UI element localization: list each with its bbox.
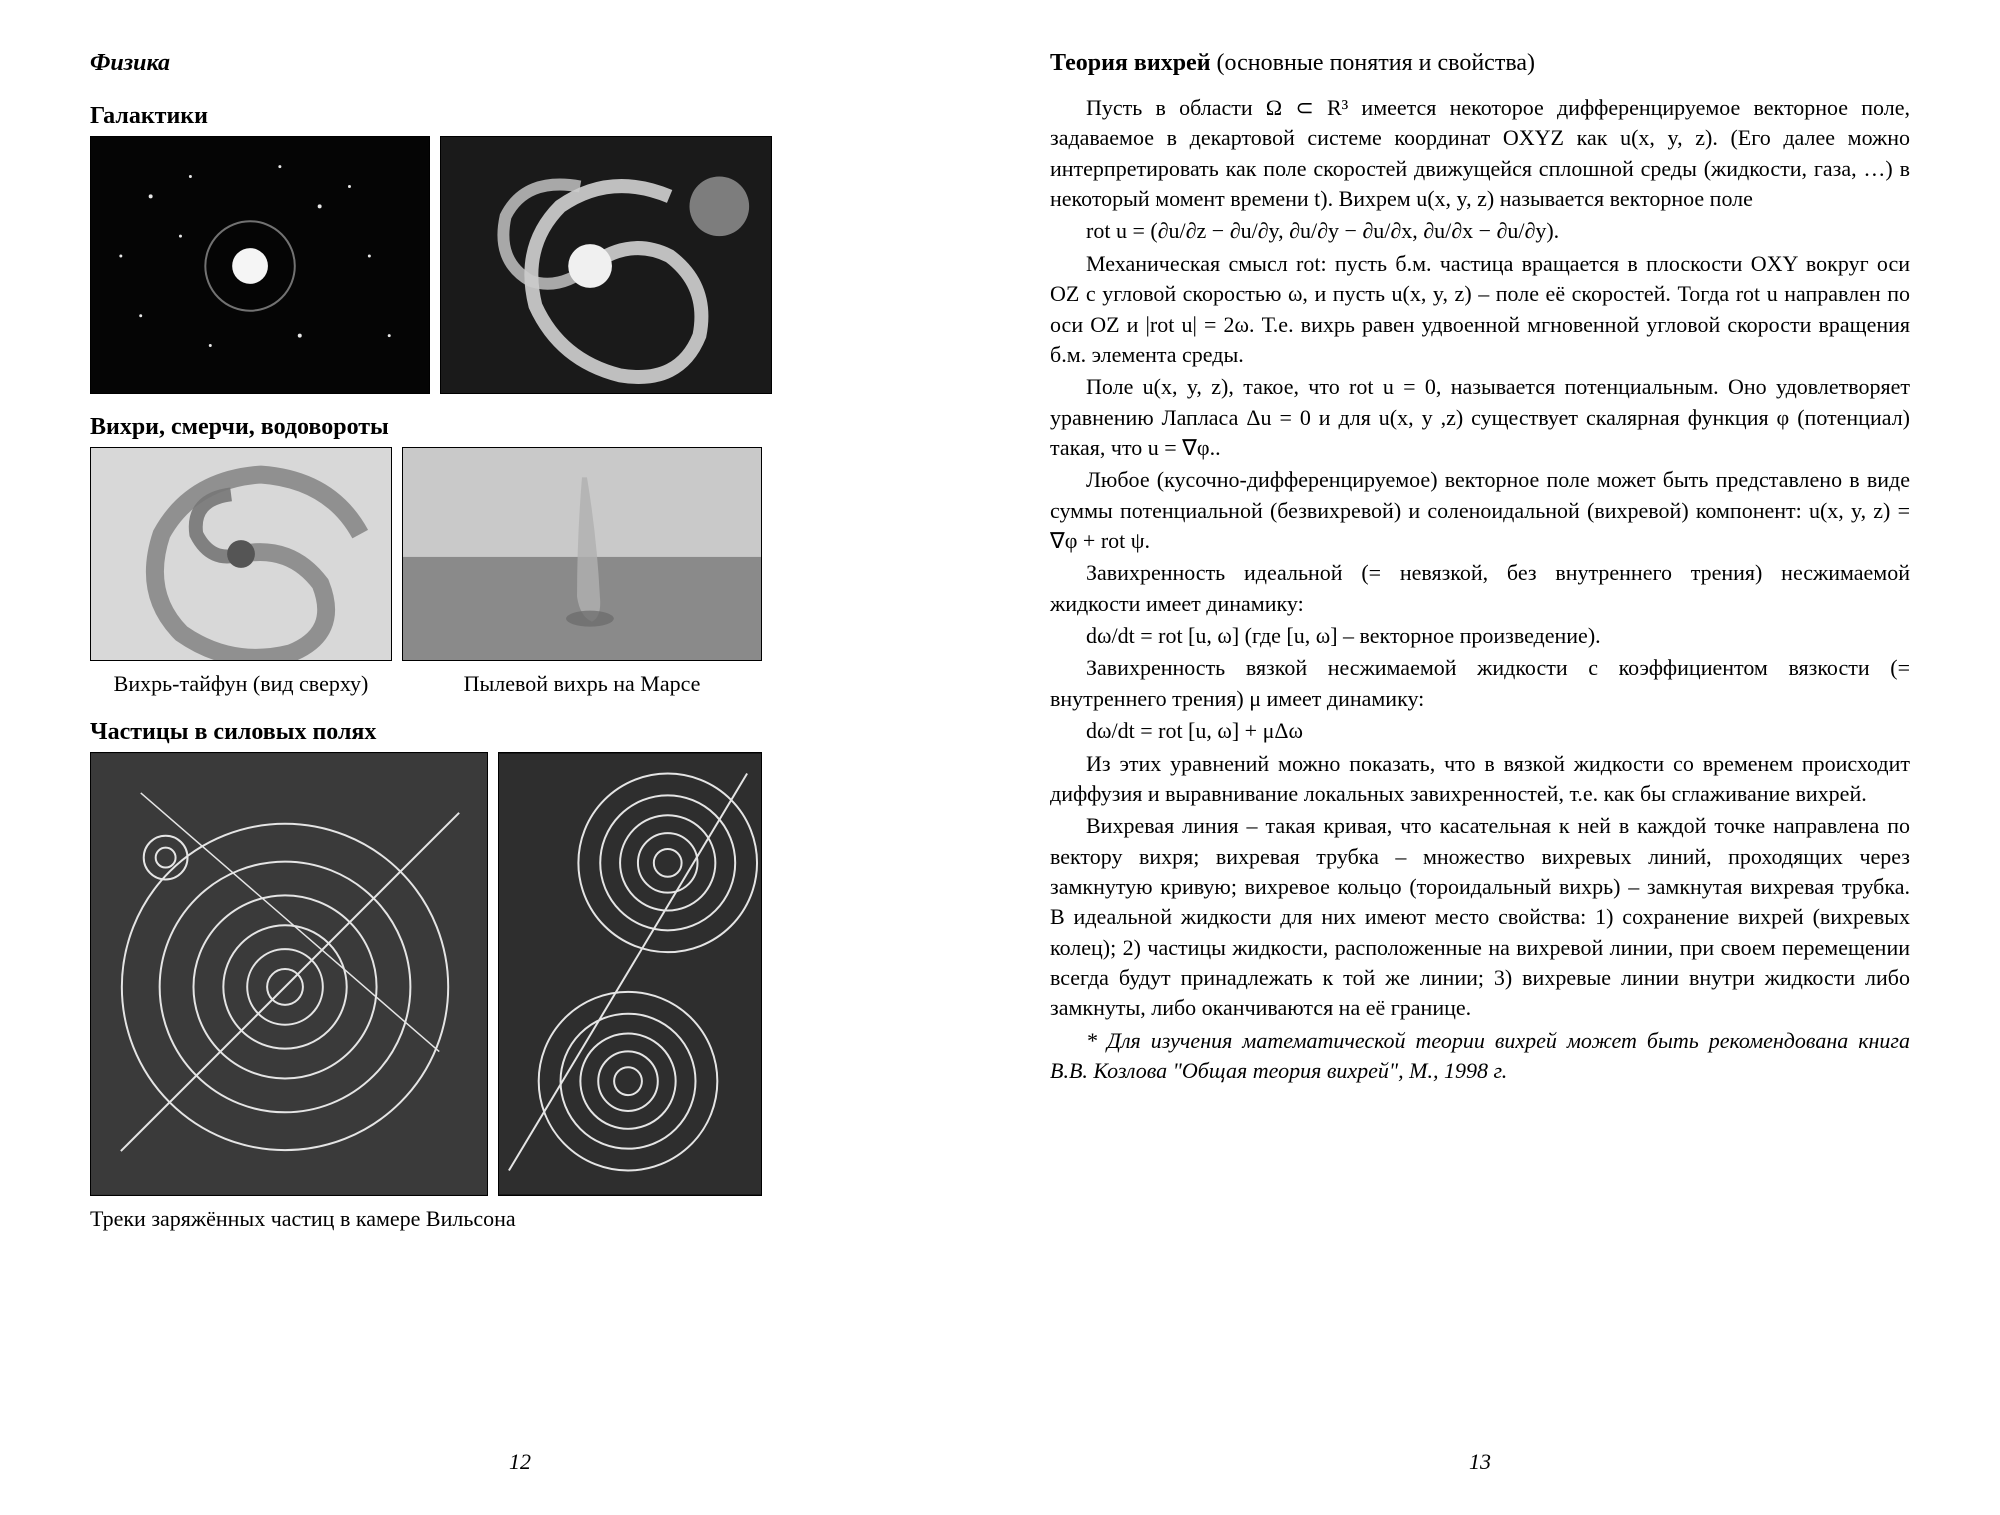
paragraph-1: Пусть в области Ω ⊂ R³ имеется некоторое… bbox=[1050, 93, 1910, 214]
vortex-image-1 bbox=[90, 447, 392, 661]
galaxy-image-2 bbox=[440, 136, 772, 394]
formula-2: dω/dt = rot [u, ω] (где [u, ω] – векторн… bbox=[1050, 621, 1910, 651]
vortex-caption-1: Вихрь-тайфун (вид сверху) bbox=[90, 671, 392, 697]
vortex-heading: Вихри, смерчи, водовороты bbox=[90, 414, 950, 441]
right-title-rest: (основные понятия и свойства) bbox=[1211, 50, 1535, 76]
vortex-row bbox=[90, 447, 950, 661]
paragraph-2: Механическая смысл rot: пусть б.м. части… bbox=[1050, 249, 1910, 370]
page-right: Теория вихрей (основные понятия и свойст… bbox=[1000, 50, 1940, 1475]
right-title: Теория вихрей (основные понятия и свойст… bbox=[1050, 50, 1910, 77]
tracks-image-1 bbox=[90, 752, 488, 1196]
formula-1: rot u = (∂u/∂z − ∂u/∂y, ∂u/∂y − ∂u/∂x, ∂… bbox=[1050, 216, 1910, 246]
paragraph-3: Поле u(x, y, z), такое, что rot u = 0, н… bbox=[1050, 372, 1910, 463]
paragraph-5: Завихренность идеальной (= невязкой, без… bbox=[1050, 558, 1910, 619]
galaxies-row bbox=[90, 136, 950, 394]
paragraph-6: Завихренность вязкой несжимаемой жидкост… bbox=[1050, 653, 1910, 714]
galaxies-heading: Галактики bbox=[90, 103, 950, 130]
paragraph-8: Вихревая линия – такая кривая, что касат… bbox=[1050, 811, 1910, 1024]
tracks-image-2 bbox=[498, 752, 762, 1196]
page-number-right: 13 bbox=[1050, 1439, 1910, 1475]
particles-heading: Частицы в силовых полях bbox=[90, 719, 950, 746]
page-left: Физика Галактики bbox=[60, 50, 1000, 1475]
vortex-caption-2: Пылевой вихрь на Марсе bbox=[402, 671, 762, 697]
book-spread: Физика Галактики bbox=[0, 0, 2000, 1515]
particles-caption: Треки заряжённых частиц в камере Вильсон… bbox=[90, 1206, 950, 1232]
paragraph-4: Любое (кусочно-дифференцируемое) векторн… bbox=[1050, 465, 1910, 556]
vortex-captions: Вихрь-тайфун (вид сверху) Пылевой вихрь … bbox=[90, 671, 950, 697]
page-number-left: 12 bbox=[90, 1439, 950, 1475]
vortex-image-2 bbox=[402, 447, 762, 661]
paragraph-7: Из этих уравнений можно показать, что в … bbox=[1050, 749, 1910, 810]
section-label: Физика bbox=[90, 50, 950, 77]
formula-3: dω/dt = rot [u, ω] + μΔω bbox=[1050, 716, 1910, 746]
right-title-bold: Теория вихрей bbox=[1050, 50, 1211, 76]
galaxy-image-1 bbox=[90, 136, 430, 394]
particles-row bbox=[90, 752, 950, 1196]
footnote: * Для изучения математической теории вих… bbox=[1050, 1026, 1910, 1087]
